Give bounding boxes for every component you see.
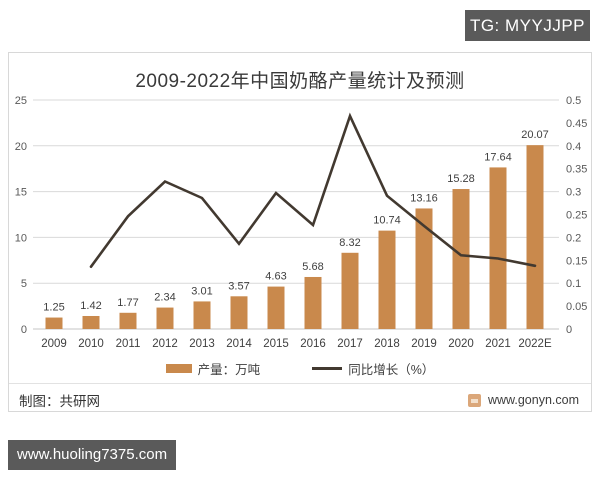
source-credit: 制图：共研网 (19, 394, 100, 409)
bar (415, 208, 433, 329)
right-axis-tick: 0.15 (566, 255, 587, 267)
year-label: 2012 (152, 338, 178, 350)
bar (119, 312, 137, 329)
bar (230, 296, 248, 329)
chart-canvas: 0 5 10 15 20 25 0 0.05 0.1 0.15 0.2 0.25 0.3 0.35 0.4 0… (15, 95, 588, 350)
right-axis-tick: 0.3 (566, 187, 581, 199)
right-axis-tick: 0.05 (566, 301, 587, 313)
left-axis-tick: 20 (15, 141, 27, 153)
legend-growth-label: 同比增长（%） (348, 363, 435, 377)
tg-badge: TG: MYYJJPP (465, 10, 590, 41)
year-label: 2021 (485, 338, 511, 350)
bar-value-label: 8.32 (339, 237, 360, 249)
bar-value-label: 2.34 (154, 292, 175, 304)
year-label: 2009 (41, 338, 67, 350)
bar-value-label: 15.28 (447, 173, 475, 185)
bar (341, 252, 359, 329)
bar-value-label: 1.25 (43, 302, 64, 314)
bar-value-label: 20.07 (521, 129, 549, 141)
left-axis-tick: 0 (21, 324, 27, 336)
left-axis-tick: 10 (15, 232, 27, 244)
year-label: 2015 (263, 338, 289, 350)
gonyn-logo-icon (467, 393, 481, 407)
year-label: 2022E (518, 338, 552, 350)
left-axis-tick: 5 (21, 278, 27, 290)
site-link[interactable]: www.gonyn.com (467, 393, 579, 407)
year-label: 2018 (374, 338, 400, 350)
bar-value-label: 10.74 (373, 215, 401, 227)
year-label: 2011 (116, 338, 141, 350)
bar-value-label: 1.77 (117, 297, 138, 309)
bar-value-label: 3.01 (191, 285, 212, 297)
year-label: 2017 (337, 338, 363, 350)
bar (156, 307, 174, 329)
site-url: www.gonyn.com (487, 393, 579, 407)
left-axis-tick: 15 (15, 187, 27, 199)
bar (526, 145, 544, 329)
legend-item-growth: 同比增长（%） (312, 359, 434, 378)
chart-title: 2009-2022年中国奶酪产量统计及预测 (135, 71, 465, 92)
right-axis-tick: 0 (566, 324, 572, 336)
bar (304, 276, 322, 329)
right-axis-tick: 0.5 (566, 95, 581, 107)
bar (82, 315, 100, 329)
watermark-bar: www.huoling7375.com (8, 440, 176, 470)
bar (452, 189, 470, 329)
bar-value-label: 3.57 (228, 280, 249, 292)
chart-legend: 产量：万吨 同比增长（%） (9, 359, 591, 378)
left-axis-tick: 25 (15, 95, 27, 107)
year-label: 2010 (78, 338, 104, 350)
footer-divider (9, 383, 591, 384)
bar (378, 230, 396, 329)
year-label: 2013 (189, 338, 215, 350)
legend-production-label: 产量：万吨 (197, 363, 261, 377)
right-axis-tick: 0.45 (566, 118, 587, 130)
right-axis-tick: 0.35 (566, 164, 587, 176)
right-axis-tick: 0.25 (566, 210, 587, 222)
bar (489, 167, 507, 329)
year-label: 2016 (300, 338, 326, 350)
legend-item-production: 产量：万吨 (165, 359, 261, 378)
bar-value-label: 17.64 (484, 151, 512, 163)
growth-line (89, 112, 537, 268)
bar-value-label: 1.42 (80, 300, 101, 312)
chart-panel: 0 5 10 15 20 25 0 0.05 0.1 0.15 0.2 0.25 0.3 0.35 0.4 0… (8, 52, 592, 412)
bar-swatch-icon (165, 364, 192, 373)
year-label: 2020 (448, 338, 474, 350)
line-swatch-icon (312, 367, 343, 370)
bar-value-label: 4.63 (265, 271, 286, 283)
bar-value-label: 5.68 (302, 261, 323, 273)
year-label: 2019 (411, 338, 437, 350)
bar (193, 301, 211, 329)
right-axis-tick: 0.2 (566, 232, 581, 244)
right-axis-tick: 0.1 (566, 278, 581, 290)
bar (45, 317, 63, 329)
bar-value-label: 13.16 (410, 192, 438, 204)
year-label: 2014 (226, 338, 252, 350)
chart-footer: 制图：共研网 www.gonyn.com (19, 389, 579, 411)
right-axis-tick: 0.4 (566, 141, 581, 153)
bar (267, 286, 285, 329)
